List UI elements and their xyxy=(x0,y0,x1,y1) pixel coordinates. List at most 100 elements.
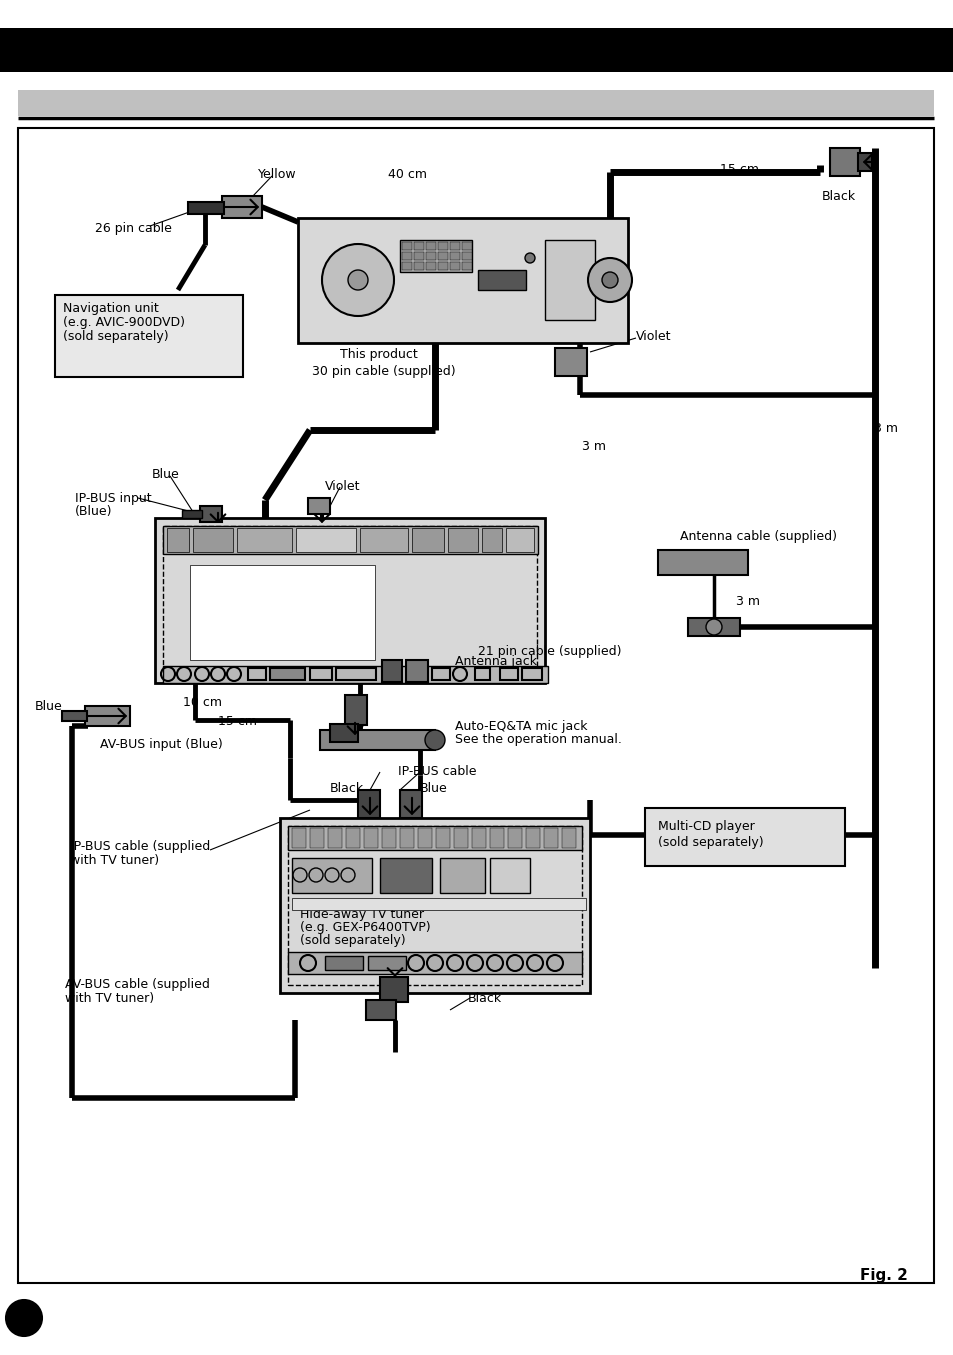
Bar xyxy=(644,808,844,866)
Bar xyxy=(450,252,459,260)
Text: 3: 3 xyxy=(19,1317,30,1332)
Bar xyxy=(829,148,859,176)
Bar xyxy=(472,828,485,848)
Bar xyxy=(426,262,436,270)
Bar xyxy=(437,252,448,260)
Bar xyxy=(163,526,537,554)
Bar xyxy=(163,667,547,683)
Circle shape xyxy=(424,730,444,751)
Bar xyxy=(182,509,202,518)
Bar xyxy=(417,828,432,848)
Bar xyxy=(461,262,472,270)
Bar xyxy=(432,668,450,680)
Bar xyxy=(414,243,423,251)
Bar xyxy=(368,957,406,970)
Bar xyxy=(288,953,581,974)
Bar xyxy=(364,828,377,848)
Text: 15 cm: 15 cm xyxy=(218,715,256,728)
Bar xyxy=(55,295,243,377)
Bar xyxy=(399,790,421,818)
Text: Hide-away unit: Hide-away unit xyxy=(200,572,300,585)
Text: Fig. 2: Fig. 2 xyxy=(859,1268,907,1283)
Text: Black: Black xyxy=(821,190,855,203)
Circle shape xyxy=(705,619,721,635)
Bar xyxy=(437,243,448,251)
Bar xyxy=(412,528,443,551)
Circle shape xyxy=(601,272,618,289)
Text: 21 pin cable (supplied): 21 pin cable (supplied) xyxy=(477,645,620,659)
Bar xyxy=(450,243,459,251)
Bar xyxy=(499,668,517,680)
Bar xyxy=(359,528,408,551)
Bar xyxy=(288,827,581,850)
Bar xyxy=(292,898,585,911)
Text: 15 cm: 15 cm xyxy=(720,163,759,176)
Bar xyxy=(295,528,355,551)
Bar xyxy=(379,977,408,1001)
Bar xyxy=(222,196,262,218)
Text: (e.g. GEX-P6400TVP): (e.g. GEX-P6400TVP) xyxy=(299,921,430,934)
Bar xyxy=(450,262,459,270)
Text: Navigation unit: Navigation unit xyxy=(63,302,158,314)
Bar xyxy=(325,957,363,970)
Bar xyxy=(190,565,375,660)
Bar xyxy=(439,858,484,893)
Text: 26 pin cable: 26 pin cable xyxy=(95,222,172,234)
Bar xyxy=(357,790,379,818)
Bar xyxy=(437,262,448,270)
Bar xyxy=(308,499,330,514)
Bar xyxy=(561,828,576,848)
Text: (e.g. AVIC-900DVD): (e.g. AVIC-900DVD) xyxy=(63,316,185,329)
Bar xyxy=(163,526,537,675)
Text: Black: Black xyxy=(248,650,282,663)
Bar xyxy=(328,828,341,848)
Bar xyxy=(687,618,740,635)
Bar xyxy=(461,252,472,260)
Bar xyxy=(18,89,933,117)
Bar xyxy=(543,828,558,848)
Bar xyxy=(18,127,933,1283)
Bar xyxy=(399,828,414,848)
Text: Blue: Blue xyxy=(152,467,179,481)
Text: 30 pin cable (supplied): 30 pin cable (supplied) xyxy=(312,364,456,378)
Bar xyxy=(426,252,436,260)
Text: Blue: Blue xyxy=(35,701,63,713)
Text: Antenna cable (supplied): Antenna cable (supplied) xyxy=(679,530,836,543)
Bar xyxy=(414,252,423,260)
Bar xyxy=(436,828,450,848)
Text: IP-BUS input: IP-BUS input xyxy=(75,492,152,505)
Text: 3 m: 3 m xyxy=(873,421,897,435)
Bar xyxy=(414,262,423,270)
Bar xyxy=(0,28,953,72)
Circle shape xyxy=(348,270,368,290)
Text: with TV tuner): with TV tuner) xyxy=(70,854,159,867)
Text: Antenna jack: Antenna jack xyxy=(455,654,537,668)
Text: 10 cm: 10 cm xyxy=(183,696,222,709)
Bar xyxy=(346,828,359,848)
Text: (sold separately): (sold separately) xyxy=(658,836,762,850)
Bar xyxy=(505,528,534,551)
Text: Black: Black xyxy=(330,782,364,795)
Bar xyxy=(544,240,595,320)
Bar xyxy=(381,828,395,848)
Bar xyxy=(292,858,372,893)
Bar xyxy=(366,1000,395,1020)
Text: 3 m: 3 m xyxy=(581,440,605,453)
Bar xyxy=(521,668,541,680)
Bar xyxy=(193,528,233,551)
Bar xyxy=(188,202,224,214)
Text: with TV tuner): with TV tuner) xyxy=(65,992,154,1005)
Bar xyxy=(555,348,586,375)
Bar xyxy=(448,528,477,551)
Bar xyxy=(85,706,130,726)
Text: Connecting the Units: Connecting the Units xyxy=(18,39,298,62)
Bar xyxy=(345,695,367,725)
Bar xyxy=(62,711,87,721)
Text: (Blue): (Blue) xyxy=(75,505,112,518)
Bar xyxy=(335,668,375,680)
Bar xyxy=(200,505,222,522)
Text: Violet: Violet xyxy=(325,480,360,493)
Text: (supplied): (supplied) xyxy=(200,587,267,600)
Bar xyxy=(401,262,412,270)
Text: C-  +: C- + xyxy=(302,864,326,875)
